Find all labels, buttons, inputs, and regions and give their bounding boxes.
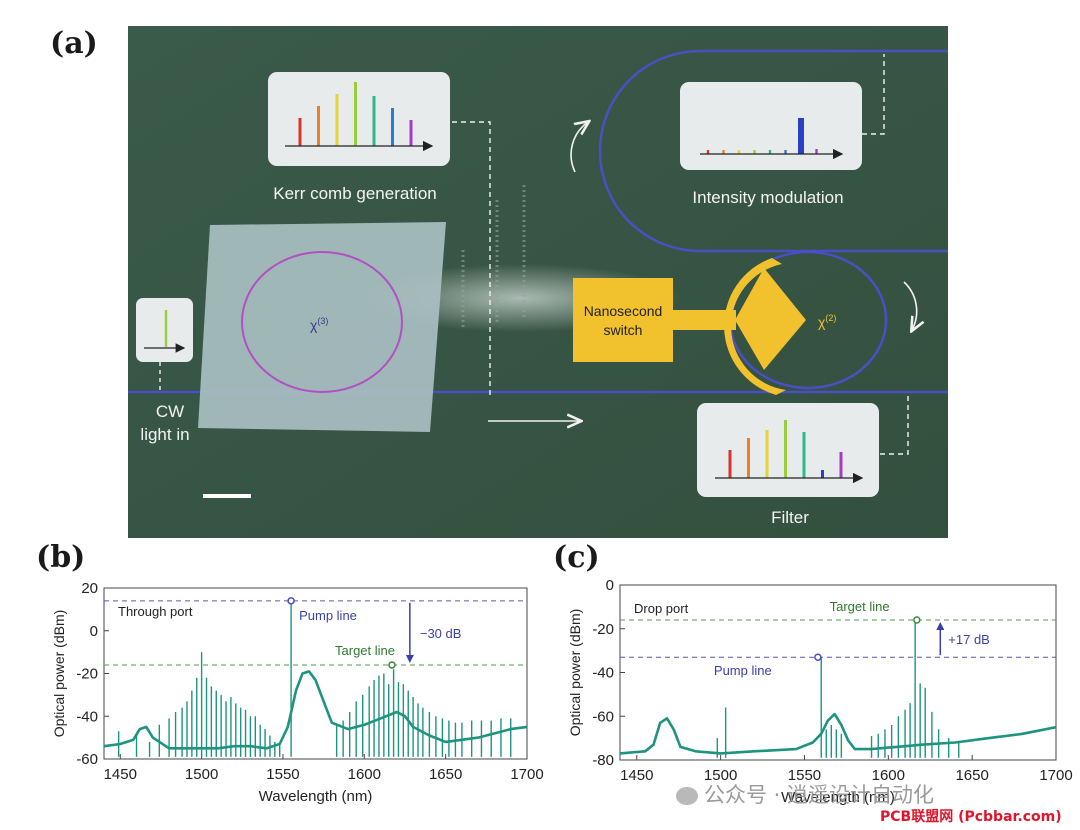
delta-label: +17 dB	[948, 632, 990, 647]
delta-arrowhead-icon	[405, 654, 414, 663]
panel-label-a: (a)	[50, 26, 98, 61]
filter-comb-lines	[728, 420, 843, 478]
cw-label: light in	[140, 425, 189, 444]
pump-marker	[287, 597, 295, 605]
x-tick-label: 1450	[620, 767, 653, 784]
kerr-label: Kerr comb generation	[273, 184, 436, 203]
intensity-label: Intensity modulation	[692, 188, 843, 207]
y-tick-label: -80	[592, 752, 614, 769]
electrode-stem	[672, 310, 736, 330]
switch-label: switch	[604, 322, 643, 338]
plot-frame	[619, 584, 1057, 761]
y-tick-label: -60	[76, 751, 98, 768]
pump-line-label: Pump line	[714, 663, 772, 678]
device-micrograph: χ(3) Nanosecond switch χ(2) Kerr comb ge…	[128, 26, 948, 538]
y-tick-label: -20	[76, 666, 98, 683]
chi3-ring	[241, 251, 403, 393]
panel-label-c: (c)	[553, 540, 600, 575]
y-tick-label: 0	[90, 623, 98, 640]
switch-label: Nanosecond	[584, 303, 663, 319]
x-tick-label: 1700	[510, 766, 543, 783]
x-tick-label: 1550	[788, 767, 821, 784]
chi3-label: χ(3)	[310, 316, 328, 333]
pump-line-label: Pump line	[299, 608, 357, 623]
port-annotation: Drop port	[634, 601, 689, 616]
y-tick-label: -20	[592, 621, 614, 638]
chi2-label: χ(2)	[818, 313, 836, 330]
connector-dashed	[862, 54, 885, 135]
x-tick-label: 1450	[104, 766, 137, 783]
wechat-icon	[676, 787, 698, 805]
inset-intensity-modulation	[680, 82, 862, 170]
spectrum-envelope	[619, 712, 1057, 755]
panel-label-b: (b)	[36, 540, 86, 575]
scale-bar	[203, 494, 251, 498]
x-tick-label: 1600	[348, 766, 381, 783]
y-tick-label: 20	[81, 580, 98, 597]
electrode-arc	[724, 258, 786, 395]
y-tick-label: 0	[606, 577, 614, 594]
intensity-modulation-lines	[706, 118, 818, 154]
delta-arrowhead-icon	[936, 622, 945, 630]
y-axis-label: Optical power (dBm)	[567, 609, 583, 737]
x-axis-label: Wavelength (nm)	[259, 788, 373, 805]
y-axis-label: Optical power (dBm)	[51, 610, 67, 738]
kerr-comb-lines	[298, 82, 413, 146]
spectrum-envelope	[103, 670, 528, 750]
target-marker	[913, 616, 921, 624]
target-marker	[388, 661, 396, 669]
electrode-diamond	[735, 268, 806, 370]
delta-label: −30 dB	[420, 626, 462, 641]
circulation-arrow-icon	[570, 122, 588, 173]
x-axis-label: Wavelength (nm)	[781, 789, 895, 806]
watermark-wechat: 公众号 · 逍遥设计自动化	[676, 779, 934, 809]
circulation-arrow-icon	[903, 281, 917, 330]
x-tick-label: 1700	[1039, 767, 1072, 784]
connector-dashed	[452, 121, 491, 396]
x-tick-label: 1500	[185, 766, 218, 783]
cw-label: CW	[156, 402, 184, 421]
y-tick-label: -40	[592, 665, 614, 682]
x-tick-label: 1500	[704, 767, 737, 784]
connector-dashed	[880, 396, 909, 455]
y-tick-label: -60	[592, 708, 614, 725]
x-tick-label: 1650	[955, 767, 988, 784]
chi3-chip	[198, 222, 446, 432]
x-tick-label: 1550	[266, 766, 299, 783]
pump-marker	[814, 653, 822, 661]
x-tick-label: 1650	[429, 766, 462, 783]
port-annotation: Through port	[118, 604, 193, 619]
watermark-site: PCB联盟网 (Pcbbar.com)	[880, 809, 1062, 825]
x-tick-label: 1600	[872, 767, 905, 784]
target-line-label: Target line	[830, 599, 890, 614]
nanosecond-switch-pad	[573, 278, 673, 362]
y-tick-label: -40	[76, 708, 98, 725]
filter-label: Filter	[771, 508, 809, 527]
inset-kerr-comb	[268, 72, 450, 166]
inset-filter	[697, 403, 879, 497]
racetrack-waveguide	[598, 49, 948, 253]
target-line-label: Target line	[335, 643, 395, 658]
